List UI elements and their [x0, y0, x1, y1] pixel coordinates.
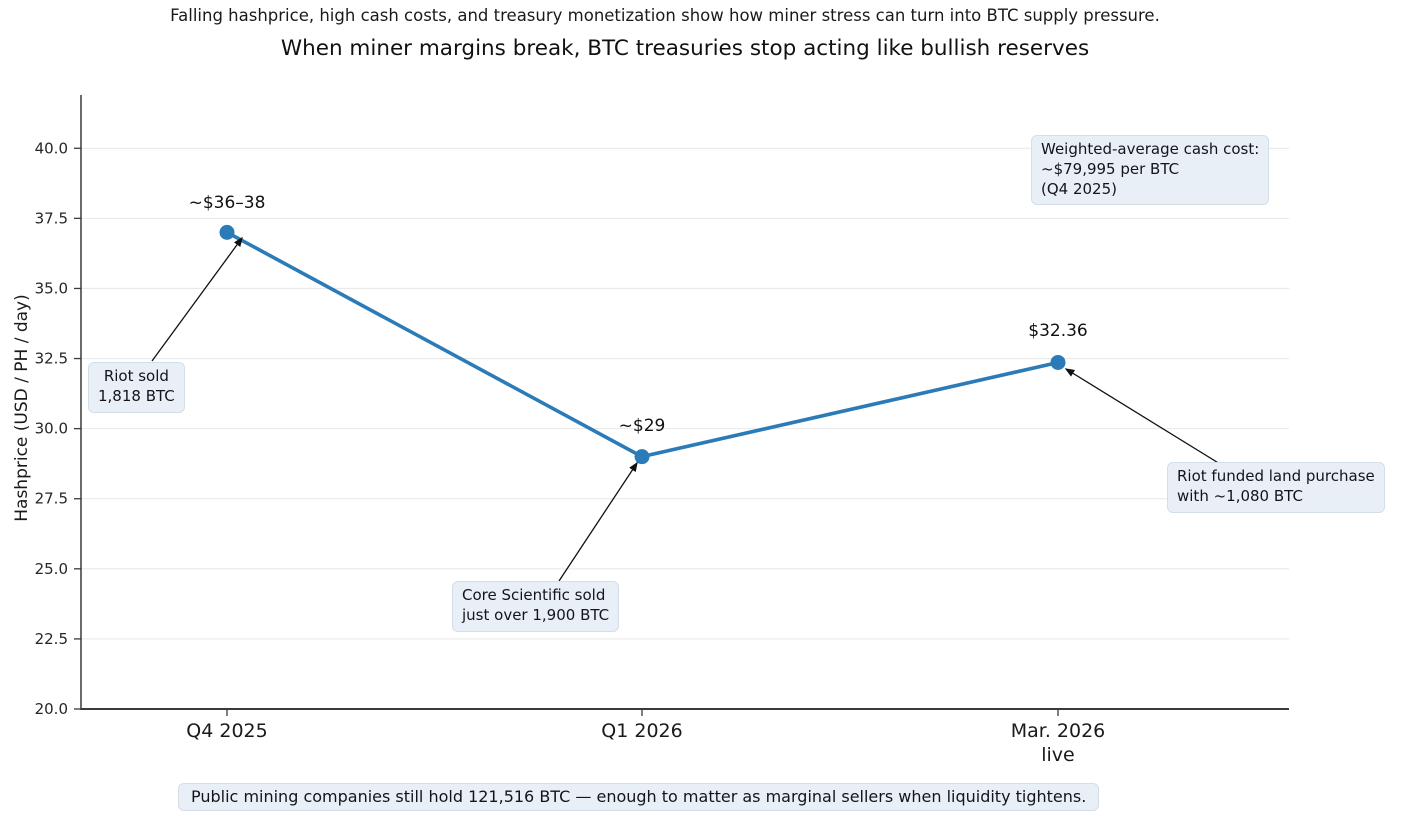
point-value-label: $32.36 [1028, 321, 1087, 341]
y-tick-label: 22.5 [35, 630, 68, 648]
annotation-core-scientific: Core Scientific sold just over 1,900 BTC [452, 581, 620, 632]
footer-caption: Public mining companies still hold 121,5… [178, 783, 1100, 811]
y-tick-label: 37.5 [35, 209, 68, 227]
figure-supertitle: Falling hashprice, high cash costs, and … [170, 6, 1160, 25]
x-tick-label: Q4 2025 [186, 720, 267, 742]
point-value-label: ~$29 [619, 416, 666, 436]
annotation-arrow [558, 461, 638, 582]
y-tick-label: 20.0 [35, 700, 68, 718]
y-tick-label: 35.0 [35, 279, 68, 297]
x-tick-label: live [1041, 744, 1075, 766]
point-value-label: ~$36–38 [189, 193, 266, 213]
data-point-marker [634, 449, 650, 465]
y-tick-label: 30.0 [35, 420, 68, 438]
annotation-arrow [1064, 368, 1247, 481]
data-point-marker [1050, 354, 1066, 370]
y-tick-label: 25.0 [35, 560, 68, 578]
data-point-marker [219, 224, 235, 240]
note-weighted-cash-cost: Weighted-average cash cost: ~$79,995 per… [1031, 135, 1270, 206]
y-tick-label: 32.5 [35, 350, 68, 368]
annotation-arrow [151, 236, 243, 362]
annotation-riot-land: Riot funded land purchase with ~1,080 BT… [1167, 462, 1385, 513]
y-tick-label: 27.5 [35, 490, 68, 508]
chart-title: When miner margins break, BTC treasuries… [280, 36, 1090, 61]
y-tick-label: 40.0 [35, 139, 68, 157]
x-tick-label: Q1 2026 [601, 720, 682, 742]
hashprice-line-chart: 20.0 22.5 25.0 27.5 30.0 32.5 35.0 37.5 40.0 Q4 2… [35, 95, 1289, 766]
annotation-riot-sold: Riot sold 1,818 BTC [88, 362, 185, 413]
x-tick-label: Mar. 2026 [1011, 720, 1106, 742]
